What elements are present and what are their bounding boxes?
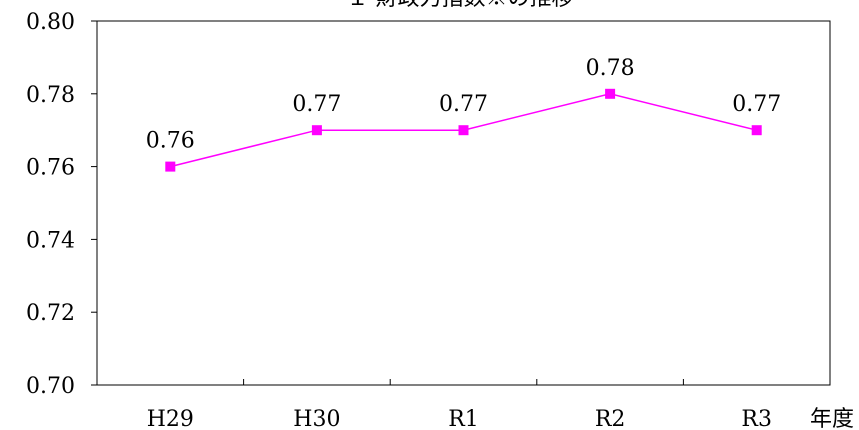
data-point-marker <box>605 88 616 99</box>
series-group: 0.76 0.77 0.77 0.78 0.77 <box>146 56 781 172</box>
data-point-marker <box>165 161 176 172</box>
data-label: 0.78 <box>586 56 635 81</box>
y-axis: 0.70 0.72 0.74 0.76 0.78 0.80 <box>26 10 97 399</box>
x-tick-label: R3 <box>741 407 772 430</box>
y-tick-label: 0.78 <box>26 83 75 108</box>
data-point-marker <box>458 125 469 136</box>
y-tick-label: 0.70 <box>26 374 75 399</box>
data-point-marker <box>311 125 322 136</box>
x-tick-label: H29 <box>147 407 194 430</box>
chart-title: １ 財政力指数※の推移 <box>347 0 574 11</box>
x-tick-label: R1 <box>448 407 479 430</box>
data-label: 0.77 <box>732 92 781 117</box>
plot-area-frame <box>96 20 831 386</box>
y-tick-label: 0.72 <box>26 301 75 326</box>
data-label: 0.77 <box>439 92 488 117</box>
x-axis-title: 年度 <box>810 407 854 430</box>
x-tick-label: R2 <box>595 407 626 430</box>
data-label: 0.77 <box>292 92 341 117</box>
y-tick-label: 0.74 <box>26 228 75 253</box>
data-point-marker <box>751 125 762 136</box>
x-tick-label: H30 <box>293 407 340 430</box>
y-tick-label: 0.76 <box>26 156 75 181</box>
data-label: 0.76 <box>146 129 195 154</box>
y-tick-label: 0.80 <box>26 10 75 35</box>
x-axis: H29 H30 R1 R2 R3 <box>147 379 772 430</box>
